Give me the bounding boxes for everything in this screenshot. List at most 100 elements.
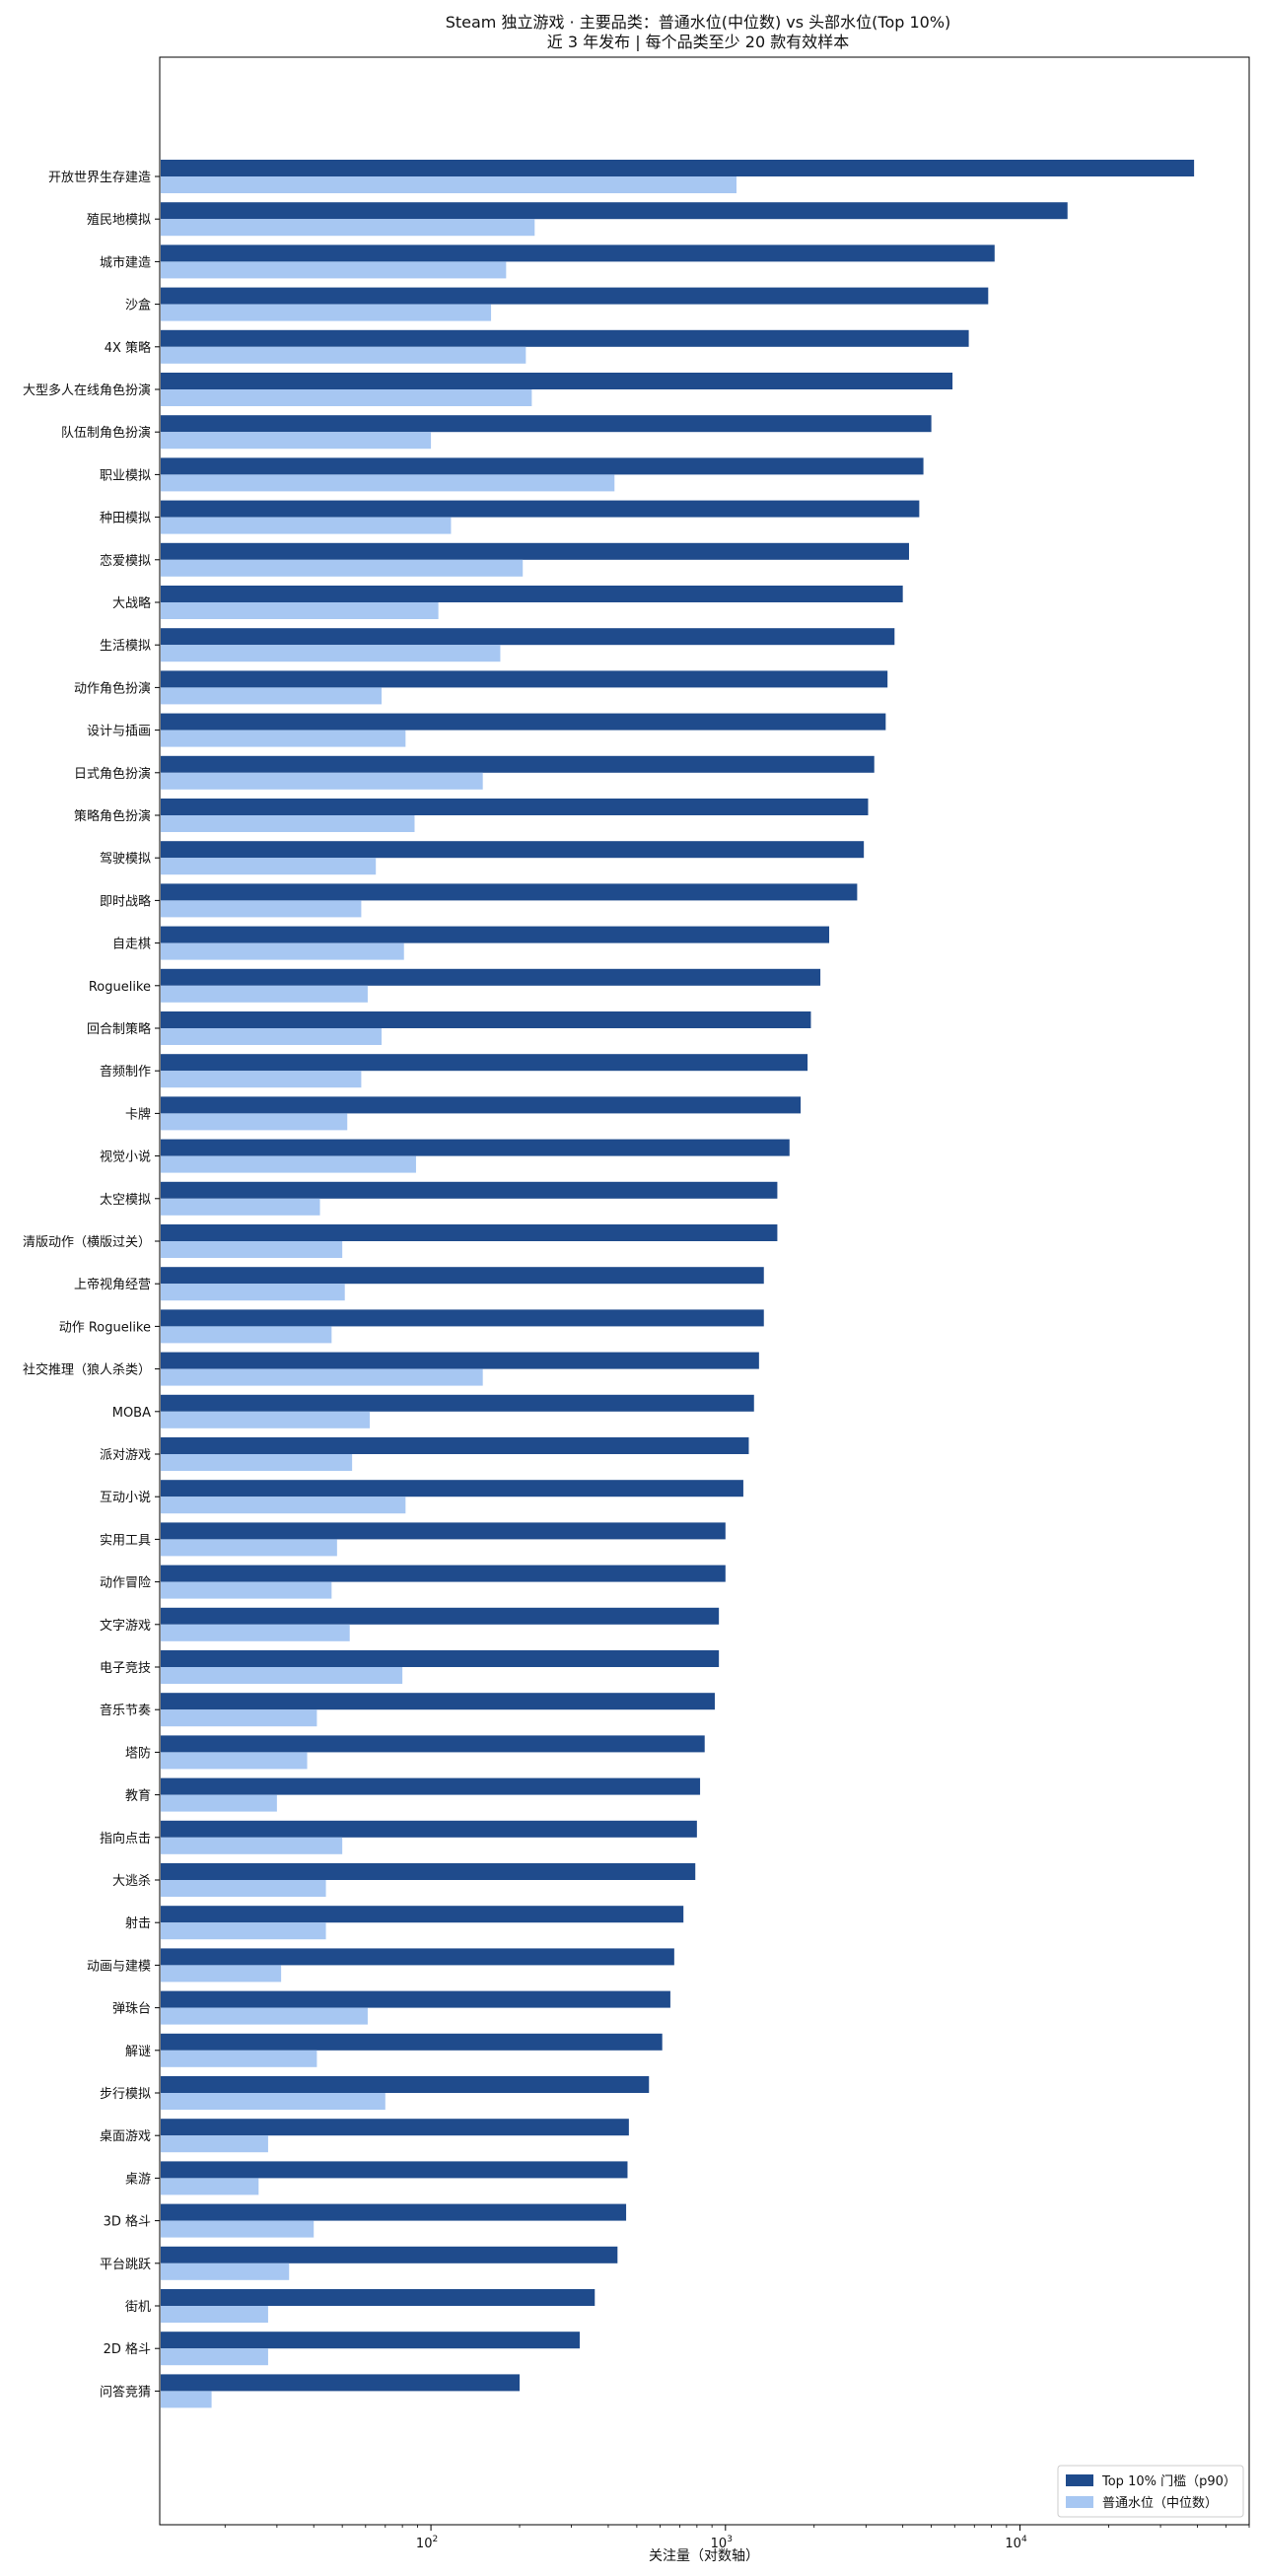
- y-tick-label: 3D 格斗: [104, 2214, 151, 2230]
- y-tick-label: 沙盒: [125, 298, 151, 313]
- bar-top10-13: [161, 713, 886, 731]
- x-axis: 102 103 104: [224, 2525, 1250, 2551]
- bar-median-33: [161, 1581, 332, 1599]
- bar-top10-51: [161, 2332, 580, 2349]
- bar-top10-26: [161, 1267, 764, 1285]
- y-tick-label: 日式角色扮演: [74, 766, 151, 782]
- y-tick-label: 问答竞猜: [100, 2384, 151, 2400]
- bar-median-36: [161, 1709, 317, 1727]
- bar-top10-27: [161, 1309, 764, 1327]
- y-tick-label: 上帝视角经营: [74, 1277, 151, 1292]
- bar-median-46: [161, 2135, 268, 2153]
- bar-median-6: [161, 432, 432, 450]
- y-tick-label: 自走棋: [112, 938, 151, 952]
- bar-top10-1: [161, 202, 1068, 220]
- bar-median-42: [161, 1965, 282, 1983]
- legend: Top 10% 门槛（p90） 普通水位（中位数）: [1057, 2465, 1244, 2518]
- bar-top10-28: [161, 1352, 759, 1369]
- chart-title: Steam 独立游戏 · 主要品类：普通水位(中位数) vs 头部水位(Top …: [446, 13, 951, 32]
- bar-median-18: [161, 942, 404, 960]
- bar-top10-49: [161, 2246, 618, 2263]
- bar-top10-48: [161, 2203, 627, 2221]
- bar-median-15: [161, 815, 415, 832]
- bar-median-3: [161, 304, 492, 321]
- bar-median-40: [161, 1880, 326, 1897]
- bar-top10-35: [161, 1650, 720, 1667]
- y-tick-label: 派对游戏: [100, 1448, 151, 1463]
- bar-top10-15: [161, 799, 869, 815]
- y-tick-label: 即时战略: [100, 893, 151, 909]
- bar-top10-0: [161, 160, 1195, 176]
- bar-median-43: [161, 2007, 368, 2025]
- bar-top10-7: [161, 457, 924, 475]
- bar-median-1: [161, 219, 535, 237]
- y-tick-label: 动画与建模: [87, 1959, 151, 1974]
- y-tick-label: 音乐节奏: [100, 1703, 151, 1718]
- x-tick-label: 102: [416, 2535, 438, 2551]
- bar-top10-8: [161, 500, 920, 518]
- legend-swatch-median: [1066, 2496, 1093, 2508]
- y-tick-label: 4X 策略: [105, 340, 151, 356]
- bar-median-16: [161, 858, 377, 875]
- bar-top10-11: [161, 628, 895, 646]
- legend-label-median: 普通水位（中位数）: [1102, 2496, 1218, 2511]
- y-tick-label: 开放世界生存建造: [48, 171, 151, 185]
- bar-median-50: [161, 2306, 268, 2323]
- y-tick-label: 回合制策略: [87, 1021, 151, 1037]
- y-tick-label: 驾驶模拟: [100, 852, 151, 867]
- y-tick-label: 殖民地模拟: [87, 212, 151, 228]
- bar-median-5: [161, 389, 532, 406]
- y-tick-label: 大型多人在线角色扮演: [23, 383, 151, 398]
- bar-top10-2: [161, 244, 995, 262]
- bar-top10-24: [161, 1181, 778, 1199]
- bar-top10-43: [161, 1990, 670, 2008]
- bar-top10-31: [161, 1480, 743, 1497]
- bar-top10-38: [161, 1777, 701, 1795]
- bar-top10-25: [161, 1224, 778, 1241]
- bar-median-39: [161, 1837, 343, 1854]
- bar-top10-5: [161, 373, 953, 389]
- chart-subtitle: 近 3 年发布 | 每个品类至少 20 款有效样本: [547, 33, 849, 51]
- y-tick-label: 城市建造: [100, 254, 151, 270]
- y-tick-label: 2D 格斗: [104, 2341, 151, 2357]
- y-tick-label: 动作角色扮演: [74, 680, 151, 696]
- bar-median-0: [161, 176, 736, 193]
- bar-top10-22: [161, 1096, 802, 1114]
- bar-median-45: [161, 2093, 386, 2110]
- bar-median-23: [161, 1155, 416, 1173]
- y-tick-label: 太空模拟: [100, 1193, 151, 1208]
- bar-median-19: [161, 985, 368, 1003]
- legend-box: [1057, 2465, 1244, 2518]
- bar-median-4: [161, 346, 526, 364]
- bar-median-51: [161, 2348, 268, 2366]
- y-tick-label: 恋爱模拟: [100, 553, 151, 569]
- bar-median-24: [161, 1198, 320, 1216]
- bar-median-28: [161, 1368, 483, 1386]
- y-tick-label: 塔防: [125, 1745, 151, 1761]
- bar-top10-33: [161, 1565, 726, 1582]
- y-tick-label: 电子竞技: [100, 1660, 151, 1676]
- bar-top10-10: [161, 586, 903, 602]
- bar-top10-21: [161, 1054, 808, 1072]
- y-tick-label: 教育: [125, 1788, 151, 1804]
- bar-top10-46: [161, 2119, 629, 2136]
- y-tick-label: 指向点击: [100, 1831, 151, 1846]
- bar-median-31: [161, 1497, 406, 1514]
- y-tick-label: 生活模拟: [100, 639, 151, 654]
- bar-top10-52: [161, 2374, 521, 2392]
- bar-top10-39: [161, 1820, 697, 1838]
- bar-top10-32: [161, 1522, 726, 1540]
- bar-median-34: [161, 1624, 350, 1641]
- y-tick-label: 实用工具: [100, 1533, 151, 1548]
- legend-swatch-top10: [1066, 2474, 1093, 2486]
- bar-median-9: [161, 559, 524, 577]
- bar-median-41: [161, 1922, 326, 1940]
- y-tick-label: 平台跳跃: [100, 2258, 151, 2272]
- bar-top10-16: [161, 841, 865, 859]
- bar-median-44: [161, 2050, 317, 2067]
- bar-median-14: [161, 772, 483, 790]
- bar-median-20: [161, 1028, 383, 1045]
- x-axis-label: 关注量（对数轴）: [649, 2548, 759, 2564]
